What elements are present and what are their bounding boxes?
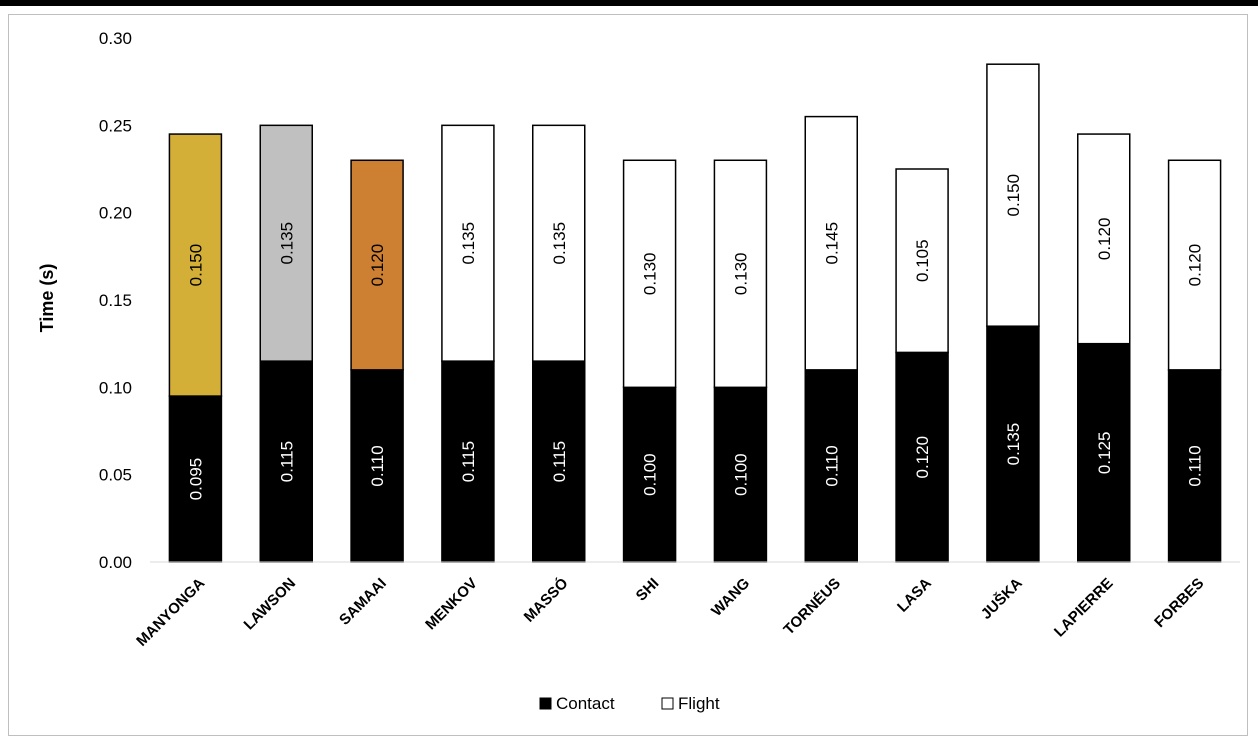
x-tick-label: LASA (894, 575, 935, 616)
data-label-flight: 0.150 (1004, 174, 1023, 217)
y-tick-label: 0.10 (99, 378, 132, 397)
x-tick-label: LAPIERRE (1051, 575, 1117, 641)
x-tick-label: MASSÓ (520, 574, 572, 626)
bar-contact (1077, 342, 1131, 563)
data-label-contact: 0.115 (550, 441, 569, 482)
legend: Contact Flight (539, 694, 720, 713)
y-tick-label: 0.20 (99, 204, 132, 223)
top-rule (0, 0, 1258, 6)
data-label-flight: 0.135 (459, 222, 478, 265)
bar-flight (168, 133, 223, 397)
legend-swatch-contact (539, 697, 552, 710)
data-label-flight: 0.135 (550, 222, 569, 265)
data-label-flight: 0.145 (822, 222, 841, 265)
bar-contact (622, 386, 677, 563)
data-label-flight: 0.120 (1186, 244, 1205, 287)
data-label-contact: 0.125 (1095, 432, 1114, 475)
legend-label-contact: Contact (556, 694, 615, 713)
x-tick-label: LAWSON (240, 575, 299, 634)
y-tick-label: 0.05 (99, 466, 132, 485)
y-tick-label: 0.25 (99, 116, 132, 135)
x-axis: MANYONGA LAWSON SAMAAI MENKOV MASSÓ SHI WANG TO… (133, 561, 1240, 650)
x-tick-label: SAMAAI (336, 575, 390, 629)
data-label-flight: 0.130 (731, 253, 750, 296)
bar-flight (441, 124, 495, 362)
y-tick-label: 0.30 (99, 29, 132, 48)
legend-swatch-flight (661, 697, 674, 710)
y-axis-title: Time (s) (37, 264, 57, 333)
x-tick-label: JUŠKA (977, 574, 1026, 623)
data-label-flight: 0.105 (913, 239, 932, 282)
bar-flight (1167, 159, 1222, 371)
bar-contact (259, 360, 313, 563)
bar-flight (1077, 133, 1131, 345)
data-label-contact: 0.135 (1004, 423, 1023, 466)
data-label-flight: 0.150 (186, 244, 205, 287)
data-label-contact: 0.120 (913, 436, 932, 479)
y-tick-label: 0.00 (99, 553, 132, 572)
data-label-contact: 0.095 (186, 458, 205, 501)
x-tick-label: FORBES (1151, 575, 1207, 631)
bar-flight (804, 115, 858, 371)
data-label-flight: 0.120 (368, 244, 387, 287)
y-tick-label: 0.15 (99, 291, 132, 310)
bar-contact (895, 351, 949, 563)
x-tick-label: WANG (708, 575, 753, 620)
bar-flight (350, 159, 404, 371)
x-tick-label: MANYONGA (133, 575, 208, 650)
data-label-contact: 0.100 (731, 453, 750, 496)
legend-label-flight: Flight (678, 694, 720, 713)
bar-flight (532, 124, 586, 362)
bar-contact (441, 360, 495, 563)
bar-flight (259, 124, 313, 362)
bar-flight (713, 159, 768, 389)
data-label-flight: 0.120 (1095, 218, 1114, 261)
y-axis: 0.00 0.05 0.10 0.15 0.20 0.25 0.30 (99, 29, 132, 572)
chart-frame (8, 14, 1248, 736)
bar-flight (986, 63, 1040, 327)
bar-contact (804, 369, 858, 563)
x-tick-label: SHI (633, 575, 663, 605)
data-label-contact: 0.110 (822, 445, 841, 486)
data-label-contact: 0.115 (277, 441, 296, 482)
data-label-flight: 0.130 (641, 253, 660, 296)
x-tick-label: TORNÉUS (780, 575, 844, 639)
bar-contact (532, 360, 586, 563)
bar-flight (895, 168, 949, 354)
bar-contact (168, 395, 223, 563)
x-tick-label: MENKOV (422, 575, 481, 634)
bars: 0.095 0.150 0.115 0.135 0.110 0.120 0.115 0.135… (168, 63, 1222, 563)
bar-contact (1167, 369, 1222, 563)
data-label-contact: 0.100 (641, 453, 660, 496)
data-label-flight: 0.135 (277, 222, 296, 265)
data-label-contact: 0.115 (459, 441, 478, 482)
data-label-contact: 0.110 (1186, 445, 1205, 486)
data-label-contact: 0.110 (368, 445, 387, 486)
bar-flight (622, 159, 677, 389)
